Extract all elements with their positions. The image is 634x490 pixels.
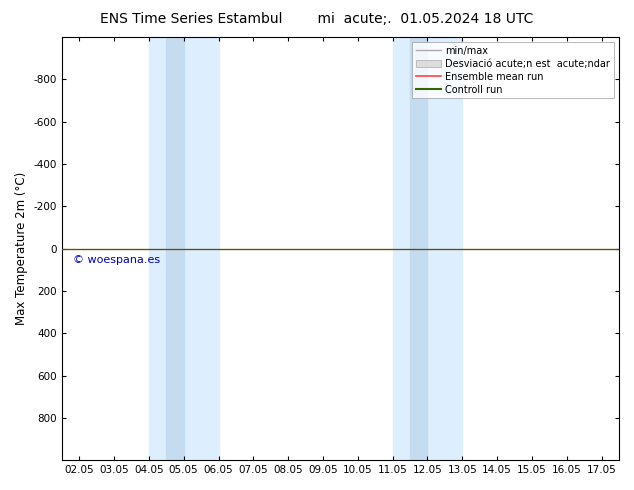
Y-axis label: Max Temperature 2m (°C): Max Temperature 2m (°C) (15, 172, 28, 325)
Bar (427, 37, 462, 460)
Bar (166, 37, 184, 460)
Bar (149, 37, 166, 460)
Bar (410, 37, 427, 460)
Legend: min/max, Desviació acute;n est  acute;ndar, Ensemble mean run, Controll run: min/max, Desviació acute;n est acute;nda… (412, 42, 614, 98)
Text: ENS Time Series Estambul        mi  acute;.  01.05.2024 18 UTC: ENS Time Series Estambul mi acute;. 01.0… (100, 12, 534, 26)
Bar (184, 37, 219, 460)
Text: © woespana.es: © woespana.es (73, 255, 160, 265)
Bar (392, 37, 410, 460)
